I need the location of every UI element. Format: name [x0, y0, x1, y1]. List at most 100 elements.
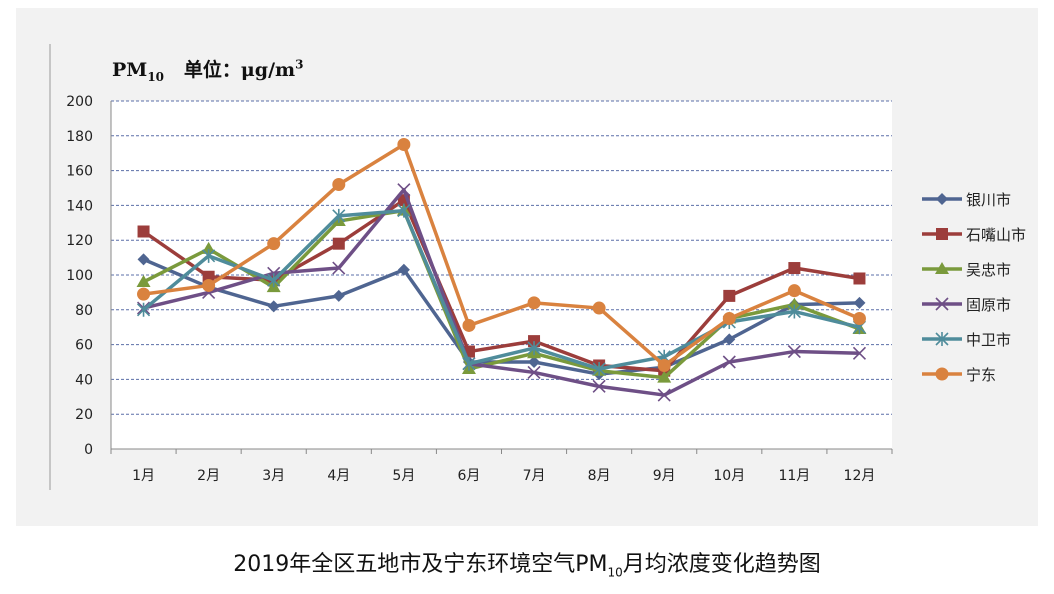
- data-point: [592, 361, 606, 376]
- data-point: [723, 333, 736, 346]
- legend-label: 石嘴山市: [966, 226, 1026, 244]
- data-point: [332, 261, 346, 275]
- data-point: [332, 289, 345, 302]
- data-point: [657, 388, 671, 402]
- x-tick-label: 5月: [392, 468, 415, 484]
- data-point: [787, 344, 801, 359]
- data-point: [853, 272, 866, 285]
- legend-marker: [935, 332, 949, 346]
- legend-entry: 石嘴山市: [922, 226, 1026, 244]
- x-tick-label: 3月: [262, 468, 285, 484]
- data-point: [527, 341, 541, 356]
- data-point: [332, 208, 346, 223]
- grid-lines: [111, 100, 892, 449]
- chart-caption: 2019年全区五地市及宁东环境空气PM10月均浓度变化趋势图: [233, 552, 821, 580]
- y-tick-label: 40: [75, 372, 93, 388]
- data-point: [462, 356, 476, 371]
- data-point: [137, 287, 151, 301]
- legend-marker: [936, 193, 948, 205]
- data-point: [332, 237, 345, 250]
- data-point: [527, 296, 541, 310]
- x-tick-label: 9月: [653, 468, 676, 484]
- data-point: [527, 365, 541, 380]
- x-tick-label: 10月: [713, 468, 745, 484]
- series-line: [142, 208, 861, 380]
- y-tick-label: 180: [66, 129, 93, 145]
- x-tick-label: 7月: [523, 468, 546, 484]
- y-tick-label: 200: [66, 94, 93, 110]
- legend-entry: 银川市: [922, 191, 1011, 209]
- x-tick-label: 6月: [457, 468, 480, 484]
- y-tick-label: 140: [66, 198, 93, 214]
- unit-label: PM10 单位：μg/m3: [112, 57, 304, 84]
- data-point: [528, 356, 541, 368]
- data-point: [592, 301, 606, 315]
- data-point: [788, 262, 801, 275]
- data-point: [202, 278, 216, 292]
- data-point: [397, 138, 411, 151]
- series-line: [143, 142, 861, 368]
- data-point: [267, 273, 281, 288]
- series-5: [136, 203, 867, 376]
- x-tick-labels: 1月 2月 3月 4月 5月 6月 7月 8月 9月 10月 11月 12月: [132, 468, 875, 484]
- series-lines: [136, 138, 867, 402]
- data-point: [137, 253, 150, 266]
- data-point: [267, 237, 281, 251]
- data-point: [267, 300, 280, 313]
- x-tick-label: 1月: [132, 468, 155, 484]
- data-point: [332, 178, 346, 192]
- y-tick-label: 100: [66, 268, 93, 284]
- data-point: [657, 358, 671, 372]
- y-tick-label: 160: [66, 164, 93, 180]
- data-point: [852, 312, 866, 325]
- legend-label: 银川市: [966, 191, 1011, 209]
- x-tick-label: 11月: [778, 468, 810, 484]
- y-tick-label: 20: [75, 407, 93, 423]
- legend-entry: 固原市: [922, 296, 1011, 314]
- legend-entry: 吴忠市: [922, 261, 1011, 279]
- x-tick-label: 4月: [327, 468, 350, 484]
- axes: [49, 44, 893, 490]
- x-tick-label: 12月: [844, 468, 876, 484]
- data-point: [853, 296, 866, 309]
- legend-label: 中卫市: [966, 331, 1011, 349]
- data-point: [723, 289, 736, 302]
- data-point: [852, 346, 867, 360]
- legend-marker: [936, 228, 948, 240]
- data-point: [136, 302, 151, 317]
- x-tick-label: 8月: [588, 468, 611, 484]
- data-point: [657, 370, 672, 383]
- data-point: [722, 312, 736, 325]
- y-tick-label: 0: [84, 442, 93, 458]
- legend-label: 固原市: [966, 296, 1011, 314]
- y-tick-label: 80: [75, 303, 93, 319]
- data-point: [397, 263, 410, 276]
- series-6: [137, 138, 866, 372]
- legend-entry: 宁东: [922, 366, 996, 384]
- line-chart: 0 20 40 60 80 100 120 140 160 180 200 1月 2月 3月 4月 5月 6月…: [49, 44, 1026, 490]
- y-tick-labels: 0 20 40 60 80 100 120 140 160 180 200: [66, 94, 93, 458]
- y-tick-label: 120: [66, 233, 93, 249]
- data-point: [137, 225, 150, 238]
- legend-marker: [935, 262, 949, 274]
- legend-label: 宁东: [966, 366, 996, 384]
- data-point: [787, 297, 802, 310]
- data-point: [722, 355, 736, 369]
- series-line: [142, 208, 860, 371]
- legend-marker: [935, 297, 949, 311]
- legend-entry: 中卫市: [922, 331, 1011, 349]
- data-point: [787, 304, 801, 319]
- data-point: [136, 274, 151, 287]
- data-point: [397, 203, 411, 218]
- data-point: [201, 241, 216, 254]
- y-tick-label: 60: [75, 338, 93, 354]
- data-point: [592, 379, 606, 393]
- data-point: [202, 248, 216, 263]
- legend-marker: [935, 367, 949, 381]
- data-point: [397, 183, 411, 197]
- legend-label: 吴忠市: [966, 261, 1011, 279]
- data-point: [787, 284, 801, 298]
- data-point: [462, 318, 476, 332]
- x-tick-label: 2月: [197, 468, 220, 484]
